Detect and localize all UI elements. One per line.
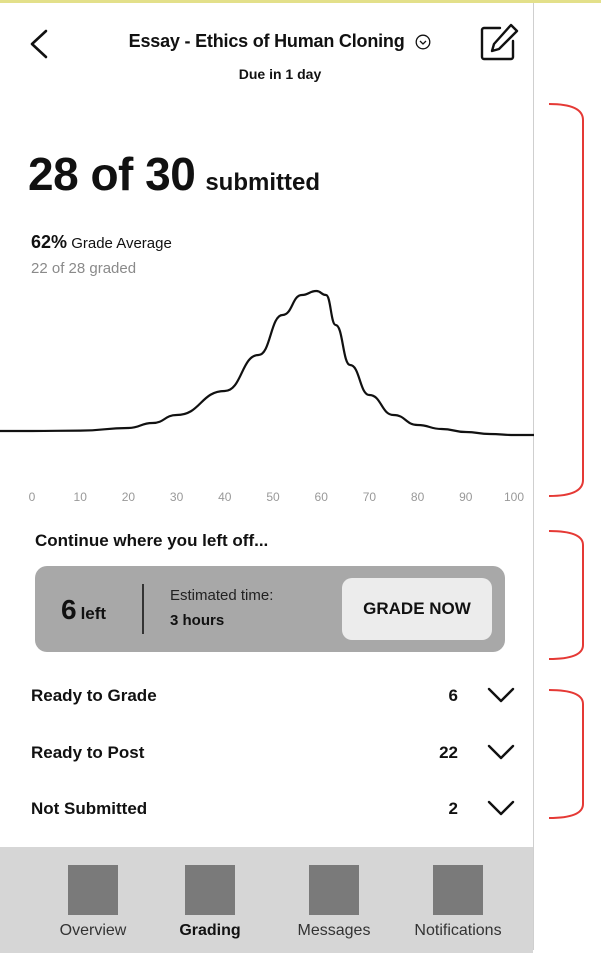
chevron-left-icon [30, 29, 48, 59]
overview-icon [68, 865, 118, 915]
chevron-down-icon[interactable] [487, 685, 515, 705]
graded-count: 22 of 28 graded [31, 260, 137, 277]
grade-now-button[interactable]: GRADE NOW [342, 578, 492, 640]
continue-heading: Continue where you left off... [35, 531, 269, 550]
x-tick-label: 30 [170, 490, 184, 504]
assignment-title: Essay - Ethics of Human Cloning [128, 31, 405, 51]
chevron-down-icon[interactable] [487, 742, 515, 762]
grading-icon [185, 865, 235, 915]
x-tick-label: 40 [218, 490, 232, 504]
distribution-curve [0, 289, 534, 437]
grade-average: 62% Grade Average [31, 232, 172, 253]
messages-icon [309, 865, 359, 915]
nav-label: Notifications [414, 922, 502, 939]
status-row-ready-to-grade[interactable]: Ready to Grade 6 [31, 676, 521, 716]
x-tick-label: 60 [315, 490, 329, 504]
estimated-time-label: Estimated time: [170, 587, 274, 604]
x-tick-label: 50 [266, 490, 280, 504]
status-label: Ready to Grade [31, 686, 157, 705]
grade-average-value: 62% [31, 232, 68, 252]
remaining-count: 6 left [61, 594, 106, 626]
back-button[interactable] [26, 25, 56, 63]
x-tick-label: 80 [411, 490, 425, 504]
status-count: 2 [448, 799, 458, 818]
x-tick-label: 90 [459, 490, 473, 504]
x-axis-ticks: 0 10 20 30 40 50 60 70 80 90 100 [29, 490, 525, 504]
submitted-count: 28 of 30 [28, 148, 196, 200]
x-tick-label: 10 [74, 490, 88, 504]
status-label: Ready to Post [31, 743, 145, 762]
status-label: Not Submitted [31, 799, 148, 818]
due-date: Due in 1 day [238, 66, 322, 82]
submission-summary: 28 of 30 submitted [28, 147, 320, 201]
chevron-down-icon[interactable] [487, 798, 515, 818]
x-tick-label: 0 [29, 490, 36, 504]
remaining-label: left [80, 604, 107, 623]
nav-tab-overview[interactable]: Overview [38, 847, 148, 953]
status-count: 6 [448, 686, 458, 705]
notifications-icon [433, 865, 483, 915]
status-row-ready-to-post[interactable]: Ready to Post 22 [31, 733, 521, 773]
chevron-down-circle-icon [415, 34, 431, 50]
x-tick-label: 70 [363, 490, 377, 504]
remaining-number: 6 [61, 594, 77, 625]
annotation-bracket-continue [548, 530, 584, 660]
annotation-bracket-summary [548, 103, 584, 497]
nav-tab-grading[interactable]: Grading [155, 847, 265, 953]
grade-distribution-chart: 0 10 20 30 40 50 60 70 80 90 100 [0, 289, 534, 504]
nav-tab-notifications[interactable]: Notifications [398, 847, 518, 953]
status-count: 22 [439, 743, 458, 762]
estimated-time-value: 3 hours [170, 612, 225, 629]
submitted-label: submitted [205, 169, 320, 196]
status-row-not-submitted[interactable]: Not Submitted 2 [31, 789, 521, 829]
continue-grading-card: 6 left Estimated time: 3 hours GRADE NOW [35, 566, 505, 652]
edit-button[interactable] [478, 21, 520, 63]
nav-tab-messages[interactable]: Messages [279, 847, 389, 953]
top-rule [0, 0, 601, 3]
assignment-title-dropdown[interactable]: Essay - Ethics of Human Cloning [100, 31, 460, 52]
x-tick-label: 100 [504, 490, 524, 504]
phone-screen: Essay - Ethics of Human Cloning Due in 1… [0, 3, 534, 953]
annotation-bracket-status [548, 689, 584, 819]
grade-average-label: Grade Average [71, 235, 172, 252]
x-tick-label: 20 [122, 490, 136, 504]
card-divider [142, 584, 144, 634]
nav-label: Grading [179, 922, 241, 939]
nav-label: Messages [297, 922, 371, 939]
bottom-nav: Overview Grading Messages Notifications [0, 847, 533, 953]
nav-label: Overview [59, 922, 127, 939]
edit-icon [480, 23, 519, 61]
